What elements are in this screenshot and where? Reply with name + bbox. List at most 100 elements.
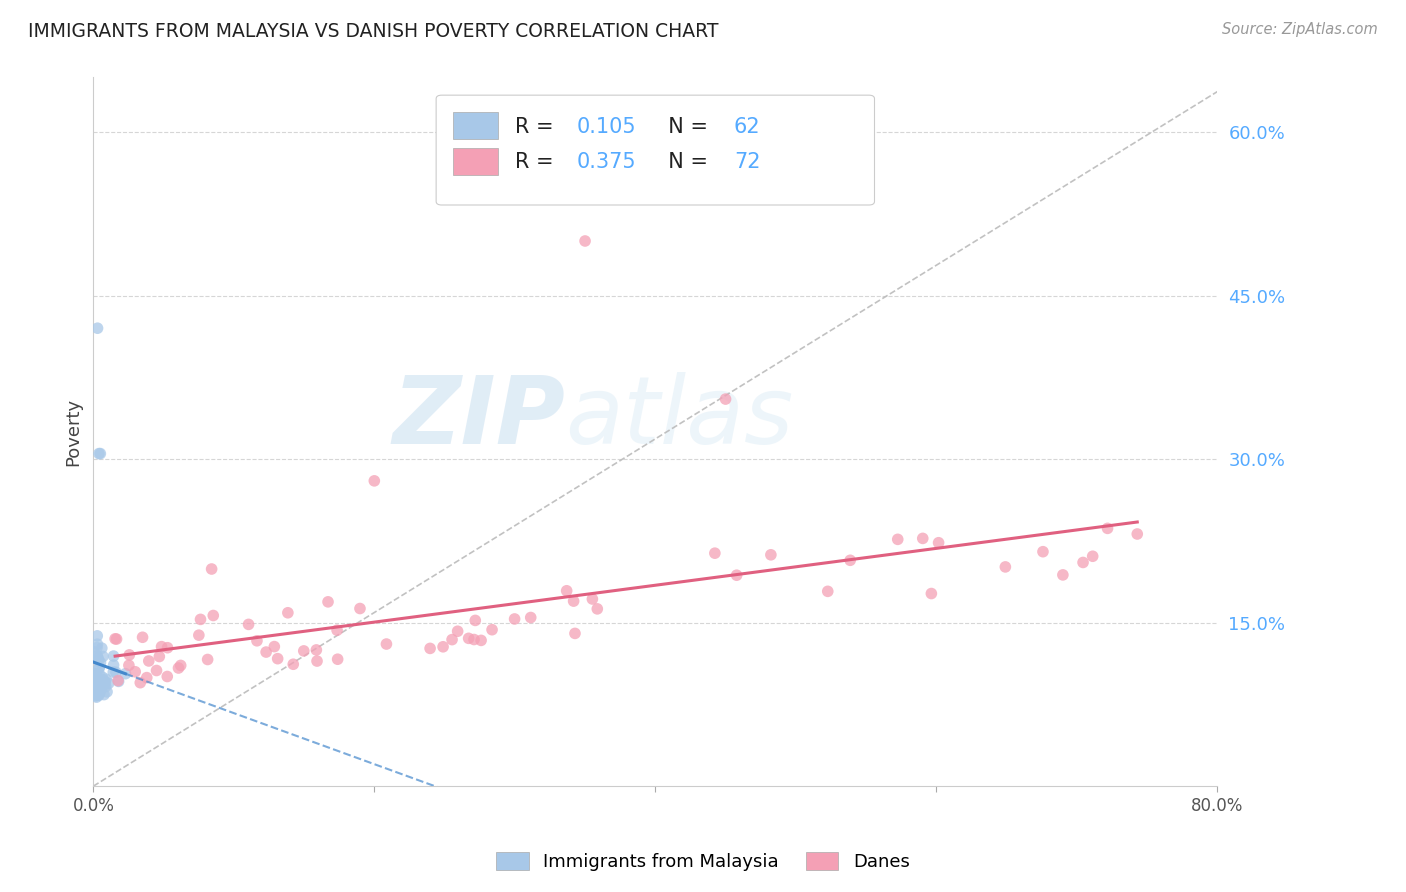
- Point: [89, 447, 111, 461]
- Point: [574, 234, 596, 248]
- Point: [305, 654, 328, 668]
- Point: [994, 560, 1017, 574]
- Point: [86, 640, 108, 655]
- Point: [129, 675, 152, 690]
- Point: [104, 665, 127, 680]
- Point: [156, 640, 179, 655]
- Point: [150, 640, 173, 654]
- FancyBboxPatch shape: [436, 95, 875, 205]
- Point: [1081, 549, 1104, 564]
- Point: [87, 653, 110, 667]
- Point: [84, 686, 107, 700]
- Point: [94, 680, 117, 694]
- Point: [920, 586, 942, 600]
- Point: [148, 649, 170, 664]
- Point: [887, 533, 910, 547]
- Point: [91, 649, 114, 664]
- Point: [190, 612, 212, 626]
- Point: [283, 657, 305, 672]
- Point: [363, 474, 385, 488]
- Point: [84, 669, 107, 683]
- Point: [911, 532, 934, 546]
- Point: [83, 679, 105, 693]
- Point: [1032, 544, 1054, 558]
- Point: [84, 686, 107, 700]
- Point: [316, 595, 339, 609]
- Point: [83, 668, 105, 682]
- Point: [93, 677, 115, 691]
- Point: [83, 681, 105, 696]
- Point: [94, 672, 117, 686]
- Point: [87, 674, 110, 689]
- Point: [103, 658, 125, 673]
- Point: [87, 666, 110, 681]
- Point: [457, 632, 479, 646]
- Point: [87, 686, 110, 700]
- Point: [86, 637, 108, 651]
- Text: R =: R =: [515, 153, 560, 172]
- Point: [97, 676, 120, 690]
- Bar: [453, 112, 498, 139]
- Point: [725, 568, 748, 582]
- Point: [928, 535, 950, 549]
- Point: [581, 592, 603, 607]
- Text: IMMIGRANTS FROM MALAYSIA VS DANISH POVERTY CORRELATION CHART: IMMIGRANTS FROM MALAYSIA VS DANISH POVER…: [28, 22, 718, 41]
- Point: [470, 633, 492, 648]
- Point: [107, 673, 129, 688]
- Point: [90, 641, 112, 656]
- Text: R =: R =: [515, 117, 560, 137]
- Y-axis label: Poverty: Poverty: [65, 398, 82, 466]
- Point: [432, 640, 454, 654]
- Point: [238, 617, 260, 632]
- Point: [86, 321, 108, 335]
- Point: [89, 660, 111, 674]
- Text: atlas: atlas: [565, 372, 793, 463]
- Point: [519, 610, 541, 624]
- Bar: [453, 147, 498, 175]
- Point: [187, 628, 209, 642]
- Point: [441, 632, 464, 647]
- Point: [84, 680, 107, 694]
- Point: [114, 666, 136, 681]
- Point: [93, 673, 115, 688]
- Point: [89, 686, 111, 700]
- Point: [277, 606, 299, 620]
- Point: [254, 645, 277, 659]
- Point: [83, 666, 105, 681]
- Point: [375, 637, 398, 651]
- Point: [564, 626, 586, 640]
- Point: [91, 670, 114, 684]
- Point: [83, 683, 105, 698]
- Point: [105, 632, 128, 646]
- Point: [145, 664, 167, 678]
- Point: [1126, 527, 1149, 541]
- Text: 0.105: 0.105: [576, 117, 637, 137]
- Point: [703, 546, 725, 560]
- Point: [463, 632, 485, 647]
- Point: [107, 674, 129, 689]
- Point: [1097, 521, 1119, 535]
- Point: [586, 602, 609, 616]
- Point: [94, 675, 117, 690]
- Point: [419, 641, 441, 656]
- Point: [562, 594, 585, 608]
- Point: [1052, 568, 1074, 582]
- Point: [202, 608, 225, 623]
- Text: N =: N =: [655, 153, 714, 172]
- Point: [817, 584, 839, 599]
- Point: [292, 644, 315, 658]
- Point: [118, 658, 141, 673]
- Point: [305, 643, 328, 657]
- Point: [103, 649, 125, 664]
- Point: [714, 392, 737, 406]
- Point: [93, 688, 115, 702]
- Point: [197, 652, 219, 666]
- Point: [89, 661, 111, 675]
- Point: [84, 681, 107, 695]
- Point: [84, 673, 107, 688]
- Point: [87, 681, 110, 695]
- Legend: Immigrants from Malaysia, Danes: Immigrants from Malaysia, Danes: [489, 845, 917, 879]
- Point: [481, 623, 503, 637]
- Point: [89, 672, 111, 686]
- Point: [87, 681, 110, 695]
